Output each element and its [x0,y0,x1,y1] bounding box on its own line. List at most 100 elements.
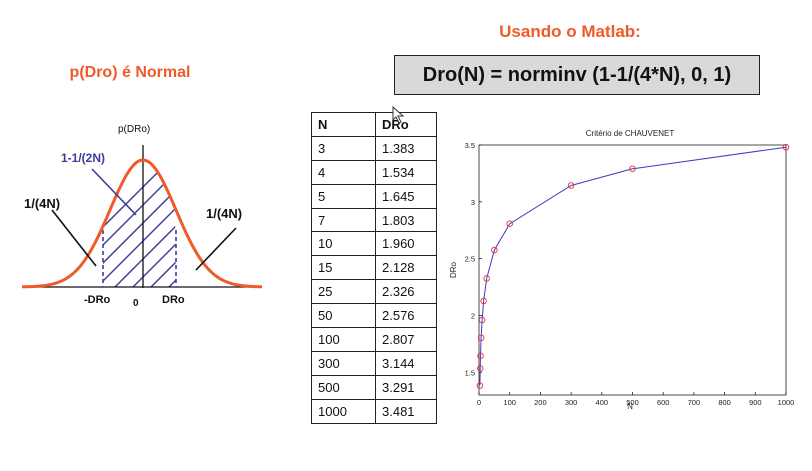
neg-dro-label: -DRo [84,294,111,306]
cell-dro: 1.645 [375,183,437,209]
hatch-line [150,160,176,287]
table-header-row: N DRo [311,112,437,137]
table-row: 300 3.144 [311,350,437,376]
x-tick-label: 300 [565,398,578,407]
cell-n: 4 [311,159,376,185]
table-row: 5 1.645 [311,183,437,209]
formula-box: Dro(N) = norminv (1-1/(4*N), 0, 1) [394,55,760,95]
hatch-line [187,157,290,287]
data-point [480,297,487,305]
x-tick-label: 500 [626,398,639,407]
y-tick-label: 3 [471,198,475,207]
y-tick-label: 2.5 [465,255,475,264]
cell-dro: 2.326 [375,279,437,305]
table-row: 3 1.383 [311,135,437,161]
hatch-line [103,160,174,287]
x-tick-label: 1000 [778,398,795,407]
table-body: 3 1.383 4 1.534 5 1.645 7 1.803 10 1.960 15 2.128 25… [311,135,437,424]
x-tick-label: 900 [749,398,762,407]
cell-n: 7 [311,207,376,233]
data-point [476,365,484,372]
cell-n: 100 [311,327,376,352]
table-row: 25 2.326 [311,279,437,305]
cell-n: 300 [311,350,376,376]
cell-dro: 1.383 [375,135,437,161]
formula-text: Dro(N) = norminv (1-1/(4*N), 0, 1) [422,63,732,86]
hatch-line [103,160,176,287]
right-tail-label: 1/(4N) [206,206,242,221]
mouse-cursor-icon [392,106,405,124]
table-row: 1000 3.481 [311,398,437,424]
data-point [506,220,513,227]
y-tick-label: 3.5 [465,141,475,150]
y-tick-label: 2 [471,311,475,320]
data-point [483,275,490,282]
left-tail-pointer [51,209,97,267]
data-point [782,143,790,151]
data-point [477,352,484,360]
data-point [476,382,484,389]
chauvenet-chart: Critério de CHAUVENET 0 100 200 300 400 500 60… [449,129,795,411]
normal-curve-diagram: p(DRo) 1-1/(2N) 1/(4N) 1/(4N) -DRo 0 DRo [22,124,290,309]
data-point [477,334,485,342]
right-tail-pointer [195,227,237,271]
left-tail-label: 1/(4N) [24,196,60,211]
y-tick-label: 1.5 [465,368,475,377]
chart-title: Critério de CHAUVENET [586,129,675,138]
data-point [491,246,498,254]
data-point [629,165,636,173]
cell-dro: 2.128 [375,255,437,281]
x-axis-label: N [627,402,633,411]
y-axis-label: p(DRo) [118,124,150,135]
cell-dro: 3.144 [375,350,437,376]
hatch-line [114,160,176,287]
cell-n: 25 [311,279,376,305]
cell-n: 3 [311,135,376,161]
plot-frame [478,144,787,396]
zero-label: 0 [133,298,139,309]
cell-dro: 2.576 [375,303,437,329]
cell-dro: 2.807 [375,327,437,352]
header-dro: DRo [375,112,437,137]
x-tick-label: 800 [718,398,731,407]
pos-dro-label: DRo [162,294,185,306]
data-point [567,182,575,189]
cell-n: 5 [311,183,376,209]
cell-dro: 1.534 [375,159,437,185]
cell-dro: 3.291 [375,374,437,400]
cell-n: 15 [311,255,376,281]
header-n: N [311,112,376,137]
cell-dro: 3.481 [375,398,437,424]
bell-curve [22,158,262,289]
x-tick-label: 400 [596,398,609,407]
table-row: 4 1.534 [311,159,437,185]
series-line [479,146,787,386]
x-tick-label: 100 [503,398,516,407]
hatch-line [132,160,176,287]
hatch-line [168,160,176,287]
center-area-label: 1-1/(2N) [61,151,105,165]
x-tick-label: 0 [477,398,481,407]
matlab-heading: Usando o Matlab: [499,22,641,41]
table-row: 100 2.807 [311,327,437,352]
hatch-line [103,160,176,287]
cell-dro: 1.960 [375,231,437,257]
data-point [478,316,486,324]
table-row: 10 1.960 [311,231,437,257]
table-row: 7 1.803 [311,207,437,233]
x-tick-label: 200 [534,398,547,407]
cell-n: 1000 [311,398,376,424]
table-row: 50 2.576 [311,303,437,329]
table-row: 500 3.291 [311,374,437,400]
dro-table: N DRo 3 1.383 4 1.534 5 1.645 7 1.803 10 1.960 15 2… [311,112,437,424]
x-tick-label: 600 [657,398,670,407]
center-area-pointer [91,168,137,216]
y-axis-label: DRo [449,261,458,278]
cell-n: 10 [311,231,376,257]
cell-n: 500 [311,374,376,400]
normal-distribution-heading: p(Dro) é Normal [69,64,191,81]
cell-dro: 1.803 [375,207,437,233]
cell-n: 50 [311,303,376,329]
x-tick-label: 700 [688,398,701,407]
table-row: 15 2.128 [311,255,437,281]
